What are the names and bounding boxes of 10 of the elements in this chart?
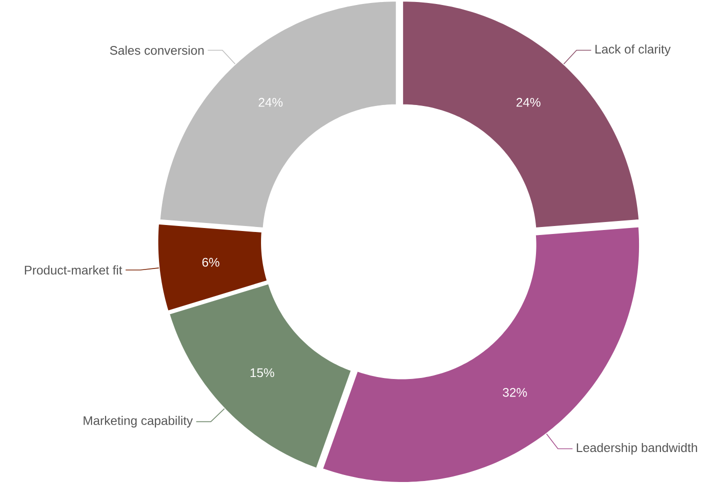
data-label: 15% xyxy=(250,368,274,378)
slice-label: Leadership bandwidth xyxy=(576,443,698,455)
data-label: 32% xyxy=(502,388,527,398)
slice-label: Sales conversion xyxy=(110,46,204,56)
data-label: 24% xyxy=(258,98,283,107)
slice-label: Marketing capability xyxy=(84,416,193,428)
slice-label: Product-market fit xyxy=(24,266,122,275)
data-label: 6% xyxy=(202,258,220,267)
data-label: 24% xyxy=(516,98,540,107)
slice-label: Lack of clarity xyxy=(596,44,671,56)
